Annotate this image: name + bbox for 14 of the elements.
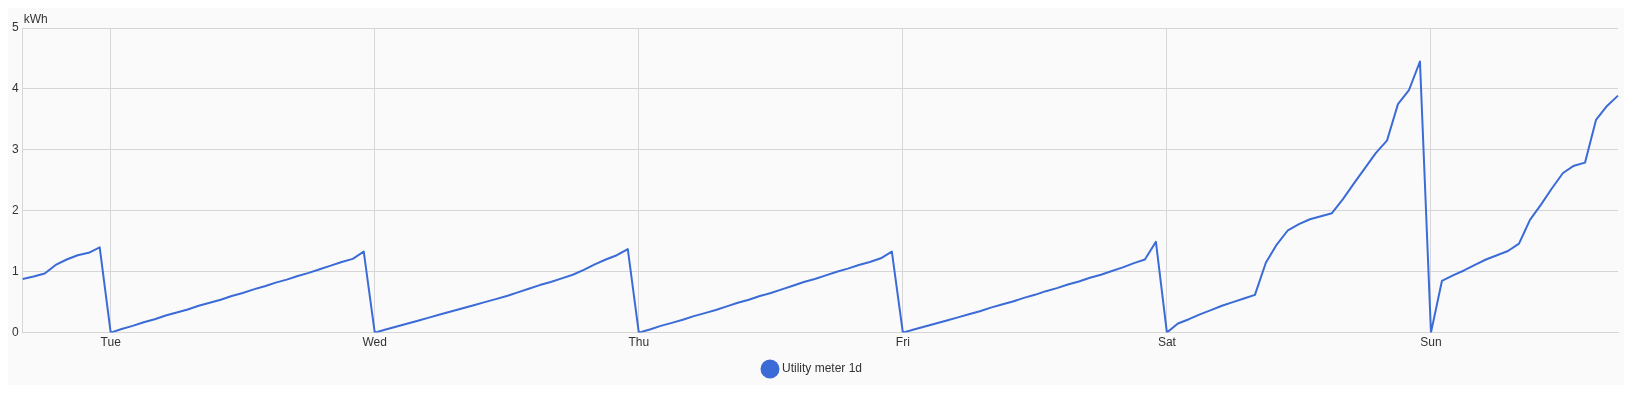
x-tick-label: Wed [362,335,387,350]
x-tick-label: Thu [628,335,650,350]
y-tick-label: 5 [11,20,19,35]
y-tick-label: 0 [11,324,19,339]
y-axis-title: kWh [23,12,48,27]
x-tick-label: Fri [895,335,910,350]
y-tick-label: 1 [11,263,19,278]
legend-label: Utility meter 1d [781,361,863,376]
x-tick-label: Tue [100,335,122,350]
y-tick-label: 3 [11,142,19,157]
x-tick-label: Sun [1420,335,1442,350]
y-tick-label: 2 [11,203,19,218]
x-tick-label: Sat [1157,335,1177,350]
y-tick-label: 4 [11,81,19,96]
